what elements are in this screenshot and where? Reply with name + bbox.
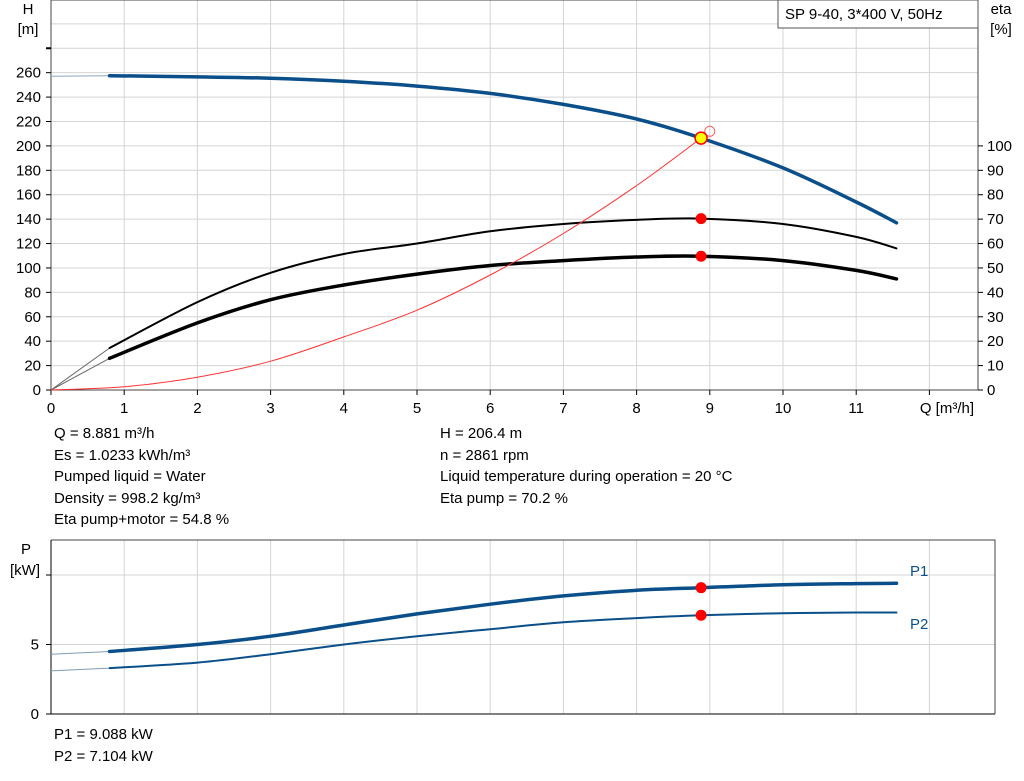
y2-tick-label: 60 [987, 236, 1004, 253]
model-label-box: SP 9-40, 3*400 V, 50Hz [777, 0, 979, 29]
info-p1: P1 = 9.088 kW [54, 726, 153, 743]
p1-duty-point [695, 582, 707, 594]
y-tick-label: 120 [16, 236, 41, 253]
p1-extension [50, 651, 110, 655]
model-label: SP 9-40, 3*400 V, 50Hz [785, 6, 943, 23]
eta-pump-motor-curve [107, 254, 899, 361]
y2-tick-label: 70 [987, 211, 1004, 228]
y-tick-label: 220 [16, 113, 41, 130]
y2-tick-label: 0 [987, 382, 995, 399]
y2-tick-label: 90 [987, 162, 1004, 179]
y-tick-label: 0 [33, 382, 41, 399]
y-axis-unit: [m] [18, 21, 39, 38]
y-tick-label: 0 [31, 706, 39, 723]
plot-frame [51, 539, 996, 714]
y-tick-label: 5 [31, 637, 39, 654]
y2-axis-unit: [%] [990, 21, 1012, 38]
p2-legend-label: P2 [910, 616, 928, 633]
info-speed: n = 2861 rpm [440, 446, 529, 464]
eta-pump-curve [108, 217, 898, 349]
head-efficiency-chart: 0204060801001201401601802002202402600102… [16, 0, 1012, 417]
p2-extension [50, 667, 110, 672]
duty-info-right: H = 206.4 m n = 2861 rpm Liquid temperat… [440, 423, 732, 509]
y-axis-label: H [23, 1, 34, 18]
y2-tick-label: 80 [987, 187, 1004, 204]
p1-curve [107, 581, 899, 654]
y-tick-label: 260 [16, 65, 41, 82]
x-tick-label: 1 [120, 400, 128, 417]
power-info: P1 = 9.088 kW P2 = 7.104 kW [54, 724, 153, 767]
H-curve [107, 73, 899, 225]
y-tick-label: 160 [16, 187, 41, 204]
system-curve-end-marker [704, 125, 716, 137]
power-chart: 0 5 P [kW] P1 P2 [10, 539, 996, 723]
info-density: Density = 998.2 kg/m³ [54, 489, 201, 507]
y-axis-unit: [kW] [10, 562, 40, 579]
y-tick-label: 60 [24, 309, 41, 326]
y-tick-label: 20 [24, 358, 41, 375]
info-head: H = 206.4 m [440, 425, 523, 442]
info-specific-energy: Es = 1.0233 kWh/m³ [54, 446, 191, 464]
info-p2: P2 = 7.104 kW [54, 747, 153, 765]
x-tick-label: 4 [340, 400, 348, 417]
y2-tick-label: 30 [987, 309, 1004, 326]
info-temperature: Liquid temperature during operation = 20… [440, 468, 733, 485]
duty-info-left: Q = 8.881 m³/h Es = 1.0233 kWh/m³ Pumped… [54, 423, 229, 531]
x-tick-label: 0 [47, 400, 55, 417]
info-flow: Q = 8.881 m³/h [54, 425, 155, 442]
y-tick-label: 200 [16, 138, 41, 155]
head-duty-point [694, 131, 708, 145]
info-eta-pump: Eta pump = 70.2 % [440, 489, 568, 507]
x-tick-label: 7 [559, 400, 567, 417]
x-tick-label: 10 [775, 400, 792, 417]
y2-tick-label: 50 [987, 260, 1004, 277]
x-tick-label: 6 [486, 400, 494, 417]
p1-legend-label: P1 [910, 563, 928, 580]
eta-pump-duty-point [695, 213, 707, 225]
x-tick-label: 8 [632, 400, 640, 417]
eta-pump-motor-duty-point [695, 250, 707, 262]
info-eta-pump-motor: Eta pump+motor = 54.8 % [54, 511, 230, 528]
x-tick-label: 3 [266, 400, 274, 417]
x-tick-label: 11 [848, 400, 864, 417]
y-tick-label: 240 [16, 89, 41, 106]
x-tick-label: 9 [706, 400, 714, 417]
y-tick-label: 100 [16, 260, 41, 277]
y2-tick-label: 40 [987, 284, 1004, 301]
system-curve [50, 137, 702, 391]
y2-tick-label: 100 [987, 138, 1012, 155]
y2-axis-label: eta [991, 1, 1013, 18]
info-liquid: Pumped liquid = Water [54, 468, 206, 485]
y-tick-label: 140 [16, 211, 41, 228]
p2-curve [108, 611, 898, 670]
p2-duty-point [695, 609, 707, 621]
y-tick-label: 40 [24, 333, 41, 350]
H-extension [50, 75, 110, 77]
x-tick-label: 2 [193, 400, 201, 417]
x-tick-label: 5 [413, 400, 421, 417]
y-tick-label: 180 [16, 162, 41, 179]
y2-tick-label: 20 [987, 333, 1004, 350]
x-axis-label: Q [m³/h] [920, 400, 974, 417]
y-axis-label: P [21, 541, 31, 558]
y2-tick-label: 10 [987, 358, 1004, 375]
eta_pump-extension [50, 347, 110, 391]
eta_pump_motor-extension [50, 357, 110, 391]
y-tick-label: 80 [24, 284, 41, 301]
